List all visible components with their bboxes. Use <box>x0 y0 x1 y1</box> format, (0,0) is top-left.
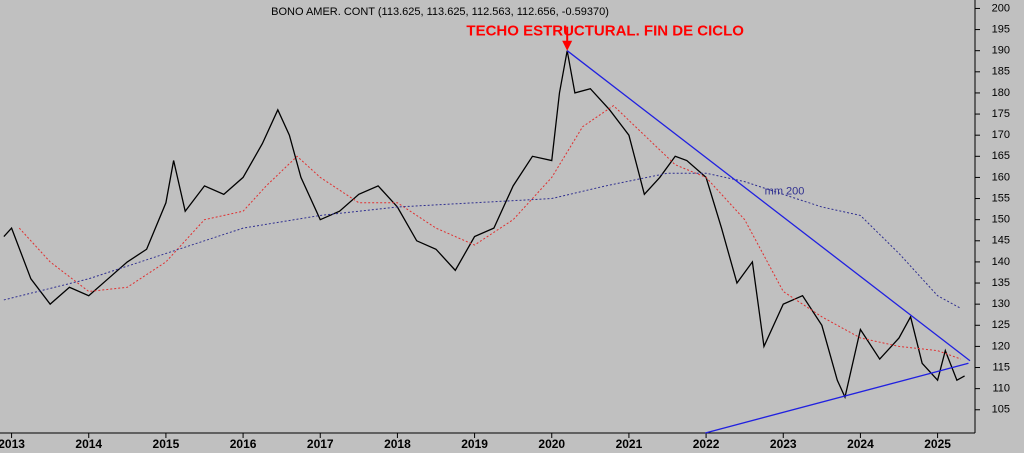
series-label: mm 200 <box>765 186 805 198</box>
y-tick-label: 120 <box>992 340 1010 352</box>
annotation: TECHO ESTRUCTURAL. FIN DE CICLO <box>466 23 744 40</box>
annotation-arrowhead <box>562 40 573 51</box>
y-tick-label: 155 <box>992 192 1010 204</box>
y-tick-label: 115 <box>992 361 1010 373</box>
x-tick-label: 2021 <box>616 437 643 451</box>
y-tick-label: 185 <box>992 66 1010 78</box>
x-tick-label: 2018 <box>384 437 411 451</box>
y-tick-label: 195 <box>992 23 1010 35</box>
x-tick-label: 2016 <box>230 437 257 451</box>
y-tick-label: 125 <box>992 319 1010 331</box>
x-tick-label: 2023 <box>770 437 797 451</box>
x-tick-label: 2022 <box>693 437 720 451</box>
series-line <box>705 362 969 434</box>
y-tick-label: 140 <box>992 256 1010 268</box>
x-tick-label: 2014 <box>75 437 102 451</box>
x-tick-label: 2015 <box>153 437 180 451</box>
y-tick-label: 175 <box>992 108 1010 120</box>
y-tick-label: 150 <box>992 214 1010 226</box>
y-tick-label: 135 <box>992 277 1010 289</box>
y-tick-label: 105 <box>992 404 1010 416</box>
x-tick-label: 2020 <box>538 437 565 451</box>
series-line <box>3 50 965 400</box>
series-line <box>566 50 971 362</box>
y-tick-label: 165 <box>992 150 1010 162</box>
y-tick-label: 160 <box>992 171 1010 183</box>
y-tick-label: 170 <box>992 129 1010 141</box>
x-tick-label: 2024 <box>847 437 874 451</box>
chart-title: BONO AMER. CONT (113.625, 113.625, 112.5… <box>271 6 609 18</box>
x-tick-label: 2025 <box>924 437 951 451</box>
y-tick-label: 130 <box>992 298 1010 310</box>
y-tick-label: 145 <box>992 235 1010 247</box>
y-tick-label: 200 <box>992 2 1010 14</box>
y-tick-label: 110 <box>992 383 1010 395</box>
x-tick-label: 2017 <box>307 437 334 451</box>
series-line <box>18 104 961 360</box>
x-tick-label: 2013 <box>0 437 25 451</box>
x-tick-label: 2019 <box>461 437 488 451</box>
y-tick-label: 190 <box>992 45 1010 57</box>
series-line <box>3 172 961 309</box>
y-tick-label: 180 <box>992 87 1010 99</box>
